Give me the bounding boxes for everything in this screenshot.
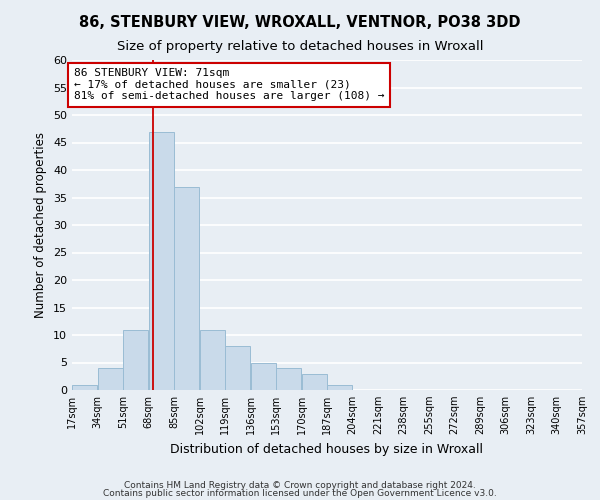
Text: Size of property relative to detached houses in Wroxall: Size of property relative to detached ho… [117,40,483,53]
Bar [251,362,275,390]
Bar [200,330,224,390]
Bar [175,186,199,390]
Bar [98,368,122,390]
Y-axis label: Number of detached properties: Number of detached properties [34,132,47,318]
Bar [328,384,352,390]
Bar [124,330,148,390]
Text: 86 STENBURY VIEW: 71sqm
← 17% of detached houses are smaller (23)
81% of semi-de: 86 STENBURY VIEW: 71sqm ← 17% of detache… [74,68,384,102]
Text: Contains public sector information licensed under the Open Government Licence v3: Contains public sector information licen… [103,489,497,498]
Text: 86, STENBURY VIEW, WROXALL, VENTNOR, PO38 3DD: 86, STENBURY VIEW, WROXALL, VENTNOR, PO3… [79,15,521,30]
Text: Contains HM Land Registry data © Crown copyright and database right 2024.: Contains HM Land Registry data © Crown c… [124,480,476,490]
X-axis label: Distribution of detached houses by size in Wroxall: Distribution of detached houses by size … [170,442,484,456]
Bar [277,368,301,390]
Bar [302,374,326,390]
Bar [73,384,97,390]
Bar [149,132,173,390]
Bar [226,346,250,390]
